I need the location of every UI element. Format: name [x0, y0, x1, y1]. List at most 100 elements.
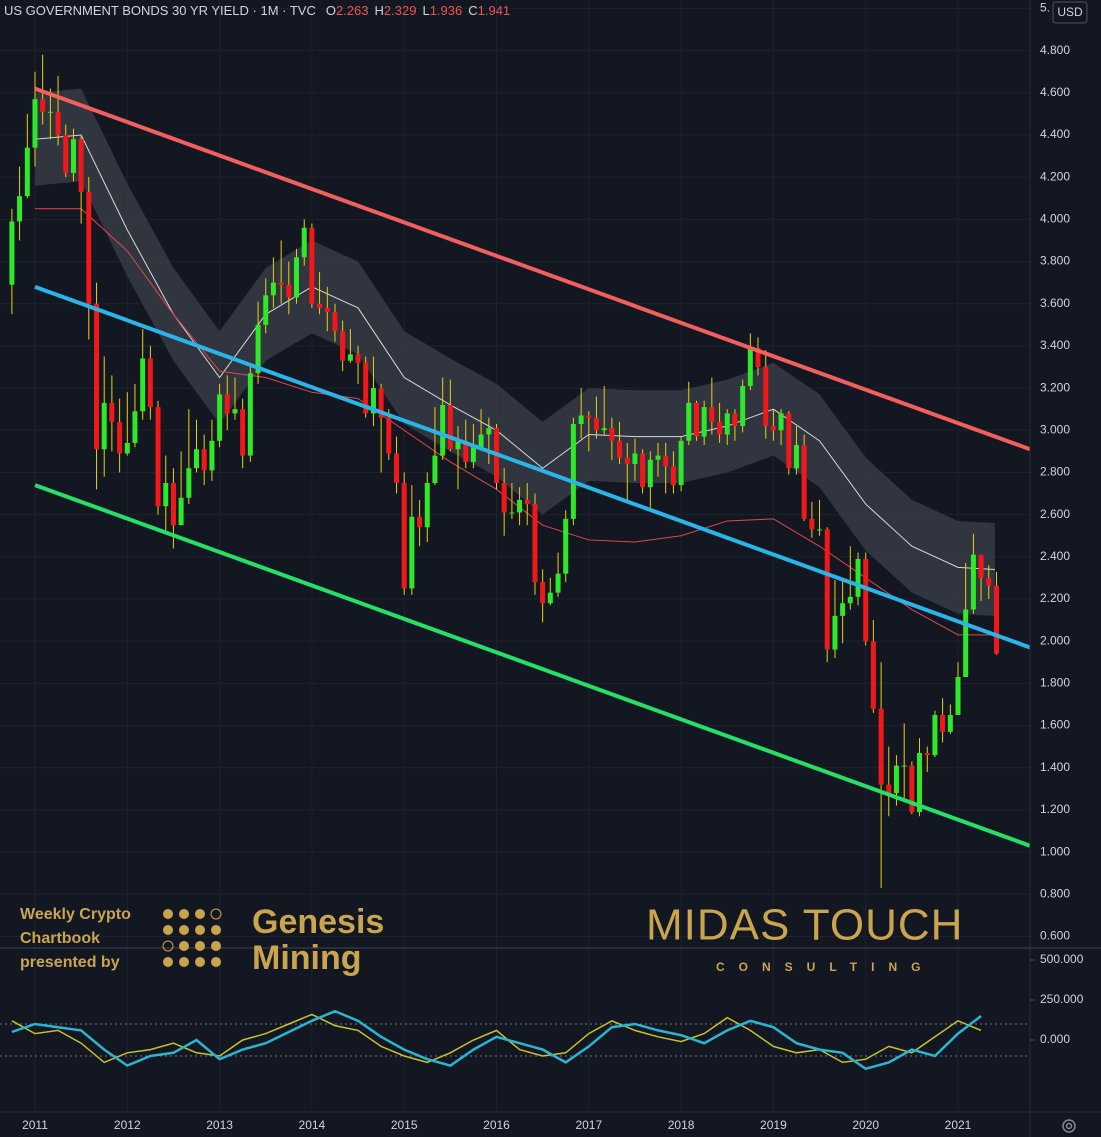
candle-body [301, 227, 307, 258]
x-tick-label: 2013 [206, 1118, 233, 1132]
candle-body [593, 417, 599, 431]
candle-body [486, 428, 492, 435]
y-tick-label: 2.400 [1040, 549, 1070, 563]
currency[interactable]: USD [1057, 5, 1083, 19]
candle-body [147, 358, 153, 408]
y-tick-label: 3.400 [1040, 338, 1070, 352]
watermark-text: presented by [20, 954, 120, 971]
candle-body [909, 765, 915, 813]
candle-body [532, 504, 538, 583]
candle-body [378, 388, 384, 418]
candle-body [370, 388, 376, 414]
candle-body [940, 714, 946, 732]
candle-body [847, 596, 853, 604]
candle-body [817, 529, 823, 531]
settings-icon[interactable] [1062, 1119, 1076, 1133]
osc-tick-label: 500.000 [1040, 952, 1084, 966]
candle-body [432, 455, 438, 483]
candle-body [840, 603, 846, 616]
x-tick-label: 2014 [299, 1118, 326, 1132]
currency-box[interactable] [1052, 1, 1088, 24]
trend-line [34, 284, 1031, 650]
candle-body [163, 482, 169, 507]
trend-line [34, 86, 1031, 452]
candle-body [132, 411, 138, 443]
candle-body [501, 482, 507, 513]
candle-body [570, 423, 576, 519]
candle-body [270, 282, 276, 296]
candle-body [763, 366, 769, 427]
y-tick-label: 3.600 [1040, 296, 1070, 310]
candle-body [232, 409, 238, 414]
trend-line [34, 483, 1031, 848]
candle-body [786, 413, 792, 469]
candle-body [478, 434, 484, 448]
candle-body [793, 445, 799, 469]
candle-body [724, 413, 730, 435]
x-tick-label: 2021 [945, 1118, 972, 1132]
candle-body [778, 413, 784, 431]
candle-body [863, 558, 869, 642]
candle-body [9, 221, 15, 285]
candle-body [694, 402, 700, 437]
candle-body [278, 282, 284, 285]
candle-body [686, 402, 692, 441]
candle-body [417, 516, 423, 528]
candle-body [332, 312, 338, 332]
candle-body [440, 404, 446, 456]
x-tick-label: 2011 [22, 1118, 48, 1132]
ohlc-letter: L [422, 3, 429, 18]
y-tick-label: 4.000 [1040, 212, 1070, 226]
candle-body [901, 765, 907, 767]
candle-body [717, 421, 723, 435]
candle-body [701, 407, 707, 437]
candle-body [747, 348, 753, 386]
candle-body [363, 362, 369, 414]
x-tick-label: 2012 [114, 1118, 141, 1132]
y-tick-label: 4.200 [1040, 169, 1070, 183]
osc-tick-label: 250.000 [1040, 992, 1084, 1006]
y-tick-label: 5. [1040, 1, 1050, 15]
y-tick-label: 4.600 [1040, 85, 1070, 99]
candle-body [155, 407, 161, 507]
band [34, 88, 995, 616]
header-title: US GOVERNMENT BONDS 30 YR YIELD · 1M · T… [4, 3, 316, 18]
candle-body [140, 358, 146, 412]
candle-body [824, 529, 830, 650]
candle-body [70, 139, 76, 173]
midas-subtitle: CONSULTING [716, 960, 934, 974]
candle-body [194, 449, 200, 469]
candle-body [240, 409, 246, 456]
candle-body [32, 99, 38, 148]
oscillator [0, 1009, 1030, 1071]
candle-body [109, 402, 115, 422]
candle-body [993, 585, 999, 654]
plot [9, 54, 1031, 888]
candle-body [740, 385, 746, 427]
watermark-text: Chartbook [20, 930, 100, 947]
y-tick-label: 1.800 [1040, 676, 1070, 690]
candle-body [801, 445, 807, 519]
candle-body [394, 453, 400, 483]
candle-body [978, 554, 984, 578]
candle-body [447, 404, 453, 450]
candle-body [178, 497, 184, 526]
candle-body [186, 468, 192, 498]
candle-body [170, 482, 176, 526]
y-tick-label: 1.000 [1040, 844, 1070, 858]
candle-body [617, 440, 623, 458]
candle-body [555, 573, 561, 593]
candle-body [309, 227, 315, 304]
candle-body [386, 417, 392, 454]
candle-body [224, 394, 230, 414]
candle-body [986, 577, 992, 586]
ohlc-letter: H [375, 3, 384, 18]
candle-body [509, 512, 515, 514]
candle-body [547, 592, 553, 604]
x-tick-label: 2020 [852, 1118, 879, 1132]
candle-body [932, 714, 938, 756]
candle-body [293, 257, 299, 298]
ohlc-value: 1.936 [430, 3, 463, 18]
ohlc-value: 1.941 [478, 3, 511, 18]
candle-body [586, 415, 592, 418]
